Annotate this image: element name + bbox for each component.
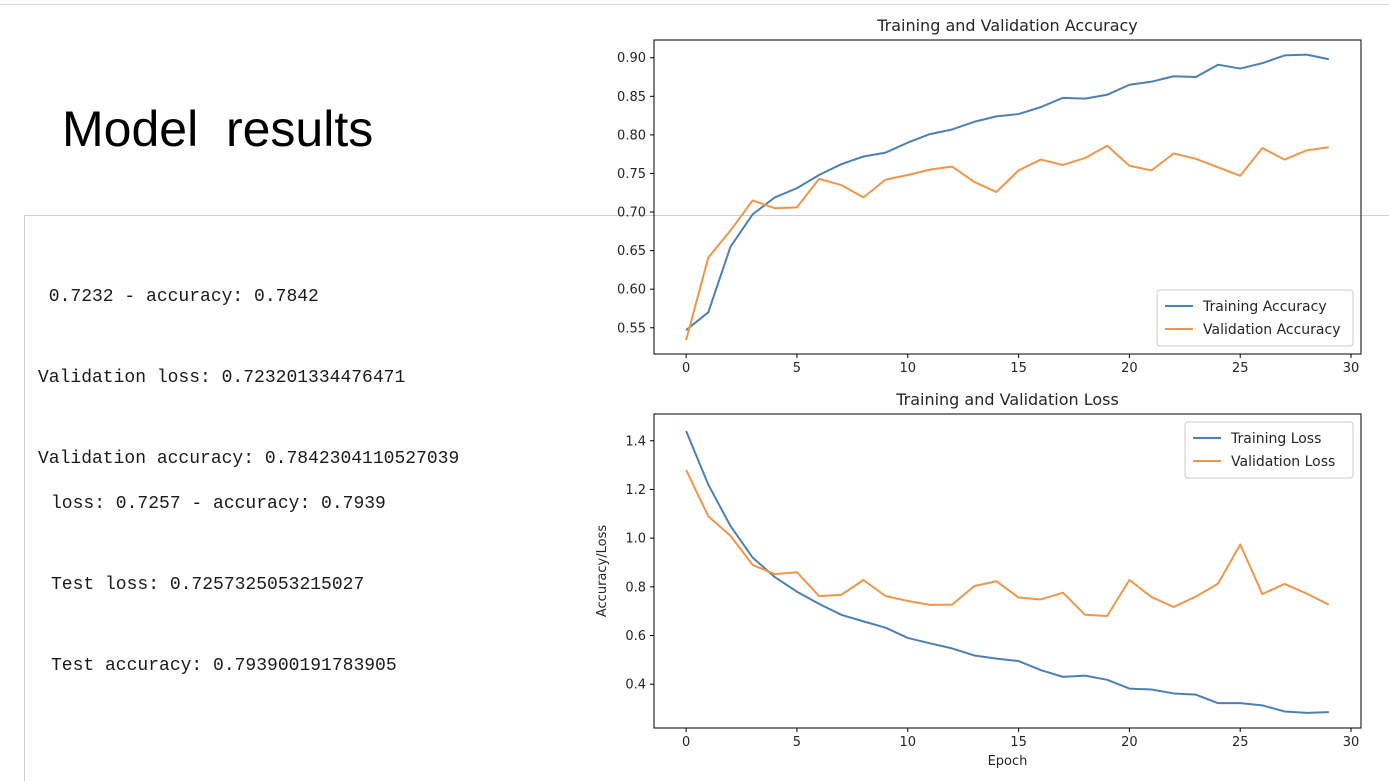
y-tick-label: 0.70 bbox=[617, 206, 646, 221]
legend-box bbox=[1156, 289, 1354, 347]
test-log-line: loss: 0.7257 - accuracy: 0.7939 bbox=[51, 494, 386, 514]
legend-label: Training Loss bbox=[1230, 431, 1321, 447]
x-axis-label: Epoch bbox=[988, 754, 1028, 769]
x-tick-label: 5 bbox=[793, 735, 801, 750]
slide-title: Model results bbox=[62, 101, 374, 157]
x-tick-label: 10 bbox=[899, 735, 916, 750]
validation-log-line: Validation loss: 0.723201334476471 bbox=[38, 368, 406, 388]
y-tick-label: 0.75 bbox=[617, 167, 646, 182]
y-tick-label: 1.0 bbox=[625, 532, 646, 547]
y-tick-label: 0.6 bbox=[625, 629, 646, 644]
y-tick-label: 0.8 bbox=[625, 580, 646, 595]
chart-1: Training and Validation Loss 0 5 10 15 20 25 30… bbox=[595, 390, 1362, 769]
series-line bbox=[685, 469, 1330, 618]
x-tick-label: 20 bbox=[1121, 361, 1138, 376]
test-log-line: Test accuracy: 0.793900191783905 bbox=[51, 656, 397, 676]
legend-label: Validation Accuracy bbox=[1203, 322, 1341, 338]
test-log: loss: 0.7257 - accuracy: 0.7939 Test los… bbox=[51, 437, 397, 707]
legend-label: Validation Loss bbox=[1231, 454, 1335, 470]
y-tick-label: 0.80 bbox=[617, 128, 646, 143]
x-tick-label: 25 bbox=[1232, 361, 1249, 376]
series-line bbox=[685, 53, 1330, 331]
top-rule bbox=[0, 4, 1389, 5]
chart-0: Training and Validation Accuracy 0 5 10 15 20… bbox=[617, 16, 1362, 376]
chart-title: Training and Validation Loss bbox=[895, 390, 1119, 409]
y-tick-label: 0.85 bbox=[617, 90, 646, 105]
legend-box bbox=[1184, 421, 1354, 479]
plot-frame bbox=[653, 413, 1362, 729]
legend-label: Training Accuracy bbox=[1202, 299, 1327, 315]
x-tick-label: 25 bbox=[1232, 735, 1249, 750]
x-tick-label: 30 bbox=[1343, 361, 1360, 376]
x-tick-label: 5 bbox=[793, 361, 801, 376]
output-panel-border-left bbox=[24, 215, 25, 781]
x-tick-label: 30 bbox=[1343, 735, 1360, 750]
y-tick-label: 0.55 bbox=[617, 321, 646, 336]
y-tick-label: 0.65 bbox=[617, 244, 646, 259]
y-axis-label: Accuracy/Loss bbox=[595, 525, 610, 617]
validation-log-line: 0.7232 - accuracy: 0.7842 bbox=[38, 287, 319, 307]
x-tick-label: 20 bbox=[1121, 735, 1138, 750]
y-tick-label: 0.60 bbox=[617, 283, 646, 298]
plot-frame bbox=[653, 39, 1362, 355]
output-panel-border-top bbox=[24, 215, 1389, 216]
validation-log: 0.7232 - accuracy: 0.7842 Validation los… bbox=[38, 230, 459, 500]
y-tick-label: 0.4 bbox=[625, 678, 646, 693]
x-tick-label: 0 bbox=[682, 361, 690, 376]
legend: Training Loss Validation Loss bbox=[1184, 421, 1354, 479]
y-tick-label: 1.4 bbox=[625, 434, 646, 449]
x-tick-label: 15 bbox=[1010, 361, 1027, 376]
legend: Training Accuracy Validation Accuracy bbox=[1156, 289, 1354, 347]
x-tick-label: 15 bbox=[1010, 735, 1027, 750]
x-tick-label: 0 bbox=[682, 735, 690, 750]
x-tick-label: 10 bbox=[899, 361, 916, 376]
series-line bbox=[685, 144, 1329, 341]
y-tick-label: 1.2 bbox=[625, 483, 646, 498]
chart-title: Training and Validation Accuracy bbox=[876, 16, 1138, 35]
test-log-line: Test loss: 0.7257325053215027 bbox=[51, 575, 365, 595]
validation-log-line: Validation accuracy: 0.7842304110527039 bbox=[38, 449, 460, 469]
series-line bbox=[685, 430, 1329, 714]
y-tick-label: 0.90 bbox=[617, 51, 646, 66]
